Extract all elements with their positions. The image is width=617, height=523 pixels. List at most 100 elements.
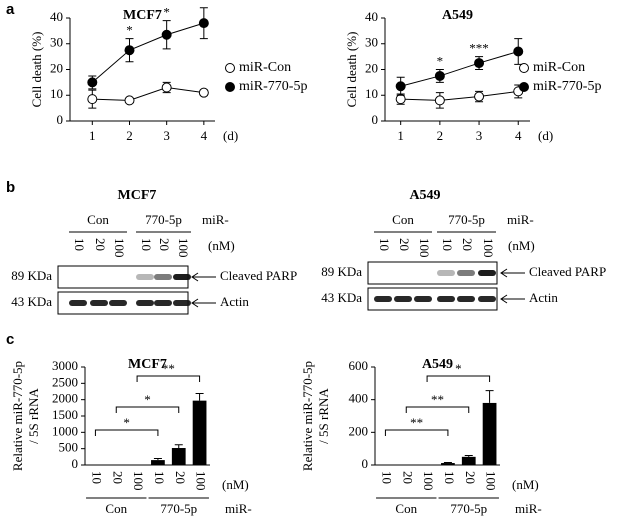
lane-label: 100 [481, 238, 496, 258]
y-tick-label: 1500 [52, 407, 78, 422]
y-tick-label: 1000 [52, 423, 78, 438]
error-bar [485, 390, 494, 403]
y-tick-label: 0 [372, 112, 379, 127]
lane-label: 100 [112, 238, 127, 258]
x-tick-label: 3 [476, 128, 483, 143]
legend-label: miR-770-5p [239, 79, 307, 94]
y-tick-label: 40 [365, 9, 378, 24]
point [474, 58, 485, 69]
bar [171, 448, 186, 465]
y-tick-label: 0 [72, 456, 79, 471]
blot-band [173, 300, 191, 306]
bar [441, 463, 455, 465]
legend-marker [519, 82, 529, 92]
bar [482, 402, 497, 465]
x-tick-label: 2 [437, 128, 444, 143]
x-tick-label: 4 [201, 128, 208, 143]
blot-band [457, 296, 475, 302]
annotation: *** [469, 41, 489, 56]
error-bar [153, 457, 162, 461]
unit-label: (nM) [208, 238, 235, 253]
lane-label: 10 [139, 238, 154, 251]
significance-bracket [384, 429, 449, 436]
unit-label: (nM) [508, 238, 535, 253]
y-axis-label: / 5S rRNA [316, 388, 331, 444]
legend-label: miR-Con [533, 60, 585, 75]
significance-label: * [144, 392, 151, 407]
point [198, 87, 209, 98]
x-tick-label: 2 [126, 128, 133, 143]
x-tick-label: 3 [163, 128, 170, 143]
group-label: 770-5p [448, 212, 485, 227]
lane-label: 100 [176, 238, 191, 258]
group-title: miR- [225, 501, 252, 516]
y-tick-label: 200 [349, 423, 369, 438]
y-tick-label: 0 [362, 456, 369, 471]
point [513, 46, 524, 57]
group-title: miR- [202, 212, 229, 227]
blot-band [374, 296, 392, 302]
x-tick-label: 10 [152, 471, 167, 484]
y-tick-label: 20 [365, 60, 378, 75]
blot-band [154, 300, 172, 306]
chart-title: MCF7 [123, 8, 162, 23]
point [395, 81, 406, 92]
error-bar [174, 444, 183, 449]
significance-bracket [426, 375, 491, 382]
size-marker: 43 KDa [11, 294, 52, 309]
group-label: 770-5p [160, 501, 197, 516]
chart-title: A549 [422, 357, 453, 372]
blot-band [457, 270, 475, 276]
bar [461, 456, 476, 465]
point [87, 77, 98, 88]
blot-band [478, 296, 496, 302]
y-tick-label: 10 [365, 86, 378, 101]
x-unit: (nM) [512, 477, 539, 492]
x-unit: (d) [223, 128, 238, 143]
group-label: Con [395, 501, 417, 516]
x-tick-label: 20 [110, 471, 125, 484]
annotation: * [437, 53, 444, 68]
arrow [191, 272, 216, 282]
error-bar [464, 455, 473, 457]
lane-label: 20 [460, 238, 475, 251]
legend-label: miR-Con [239, 60, 291, 75]
lane-label: 20 [157, 238, 172, 251]
lane-label: 10 [377, 238, 392, 251]
blot-band [136, 274, 154, 280]
group-label: Con [392, 212, 414, 227]
point [434, 95, 445, 106]
significance-label: ** [162, 361, 175, 376]
y-axis-label: Relative miR-770-5p [300, 361, 315, 471]
arrow [191, 298, 216, 308]
x-tick-label: 10 [442, 471, 457, 484]
point [474, 91, 485, 102]
point [87, 94, 98, 105]
blot-band [437, 296, 455, 302]
point [198, 18, 209, 29]
panel-label: a [6, 1, 15, 18]
series-line [92, 87, 204, 101]
lane-label: 10 [440, 238, 455, 251]
x-tick-label: 100 [421, 471, 436, 491]
annotation: * [163, 5, 170, 20]
group-label: Con [105, 501, 127, 516]
y-tick-label: 30 [365, 35, 378, 50]
blot-band [90, 300, 108, 306]
legend-label: miR-770-5p [533, 79, 601, 94]
blot-frame [367, 287, 498, 311]
x-tick-label: 10 [379, 471, 394, 484]
band-label: Cleaved PARP [220, 268, 297, 283]
y-tick-label: 20 [50, 60, 63, 75]
lane-label: 20 [93, 238, 108, 251]
band-label: Actin [220, 294, 249, 309]
panel-label: b [6, 179, 15, 196]
point [124, 45, 135, 56]
size-marker: 43 KDa [321, 290, 362, 305]
x-tick-label: 20 [463, 471, 478, 484]
legend-marker [225, 82, 235, 92]
group-title: miR- [507, 212, 534, 227]
chart-title: MCF7 [128, 357, 167, 372]
point [434, 70, 445, 81]
